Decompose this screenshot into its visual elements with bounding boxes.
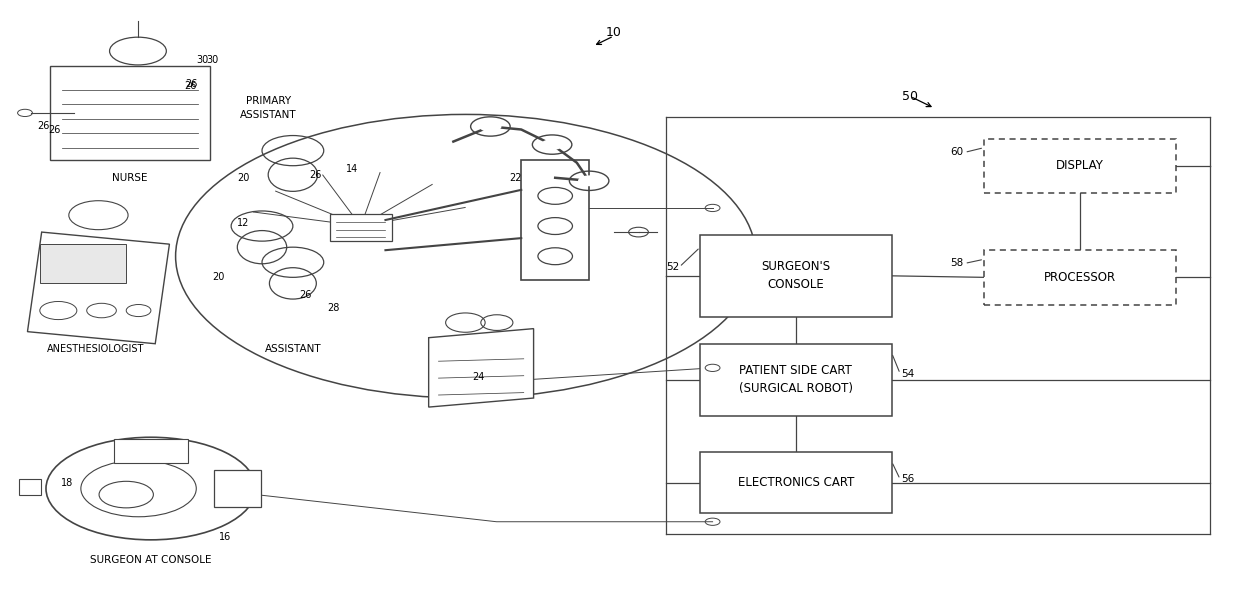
FancyBboxPatch shape — [213, 470, 260, 507]
Text: 20: 20 — [237, 173, 249, 183]
Text: 10: 10 — [606, 26, 621, 40]
Text: NURSE: NURSE — [112, 173, 148, 183]
Text: 50: 50 — [901, 90, 918, 103]
FancyBboxPatch shape — [19, 479, 41, 495]
FancyBboxPatch shape — [985, 139, 1176, 193]
Text: DISPLAY: DISPLAY — [1056, 159, 1104, 172]
FancyBboxPatch shape — [701, 235, 892, 317]
Text: 26: 26 — [299, 290, 311, 300]
Text: 26: 26 — [185, 81, 197, 91]
Text: ANESTHESIOLOGIST: ANESTHESIOLOGIST — [47, 343, 144, 354]
Text: ELECTRONICS CART: ELECTRONICS CART — [738, 476, 854, 489]
FancyBboxPatch shape — [701, 452, 892, 513]
Text: 22: 22 — [508, 173, 521, 183]
Text: 52: 52 — [666, 262, 680, 272]
Text: 58: 58 — [950, 258, 963, 269]
Text: ASSISTANT: ASSISTANT — [264, 343, 321, 354]
Text: SURGEON AT CONSOLE: SURGEON AT CONSOLE — [91, 555, 212, 565]
FancyBboxPatch shape — [114, 438, 188, 463]
FancyBboxPatch shape — [50, 66, 210, 160]
Text: PATIENT SIDE CART
(SURGICAL ROBOT): PATIENT SIDE CART (SURGICAL ROBOT) — [739, 364, 853, 395]
Text: 26: 26 — [37, 121, 50, 132]
Text: 54: 54 — [901, 369, 915, 379]
Text: SURGEON'S
CONSOLE: SURGEON'S CONSOLE — [761, 260, 831, 291]
Polygon shape — [429, 329, 533, 407]
Circle shape — [578, 175, 600, 186]
FancyBboxPatch shape — [521, 160, 589, 280]
Text: 28: 28 — [327, 303, 340, 312]
FancyBboxPatch shape — [985, 250, 1176, 304]
FancyBboxPatch shape — [330, 214, 392, 241]
Circle shape — [480, 121, 501, 132]
FancyBboxPatch shape — [701, 343, 892, 416]
Text: 30: 30 — [197, 55, 208, 65]
Text: PRIMARY
ASSISTANT: PRIMARY ASSISTANT — [239, 96, 296, 119]
Circle shape — [541, 139, 563, 150]
FancyBboxPatch shape — [40, 244, 126, 283]
Text: 14: 14 — [346, 164, 358, 174]
Polygon shape — [27, 232, 170, 343]
Text: PROCESSOR: PROCESSOR — [1044, 271, 1116, 284]
Text: 24: 24 — [472, 372, 485, 382]
Text: 26: 26 — [48, 124, 61, 135]
Text: 26: 26 — [186, 79, 198, 90]
Text: 18: 18 — [61, 477, 73, 488]
Text: 30: 30 — [207, 55, 218, 65]
Text: 26: 26 — [309, 170, 321, 180]
Text: 12: 12 — [237, 218, 249, 228]
Text: 56: 56 — [901, 474, 915, 485]
Text: 20: 20 — [212, 272, 224, 283]
Text: 16: 16 — [218, 532, 231, 542]
Text: 60: 60 — [950, 147, 963, 158]
